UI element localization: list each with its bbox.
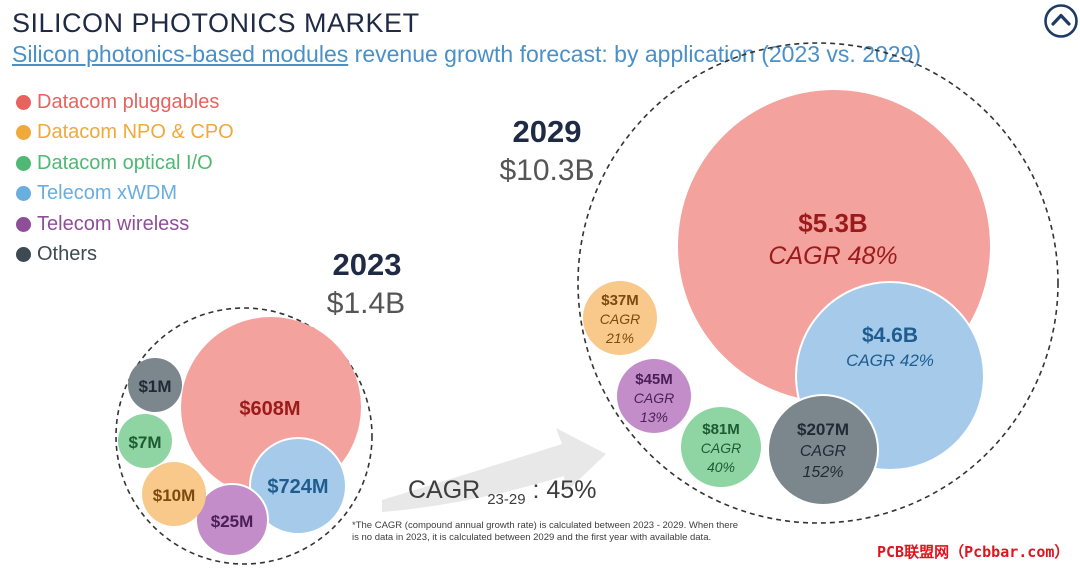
total-2029-label: $10.3B <box>499 154 594 187</box>
page-title: SILICON PHOTONICS MARKET <box>12 8 420 38</box>
legend-label: Telecom xWDM <box>37 182 178 205</box>
overall-cagr-label: CAGR 23-29 : 45% <box>408 476 596 508</box>
subtitle-highlight: Silicon photonics-based modules <box>12 41 349 67</box>
legend-swatch <box>16 155 31 171</box>
cagr-2029-others: CAGR <box>800 443 847 460</box>
legend-label: Datacom NPO & CPO <box>37 121 234 144</box>
cagr-2029-wireless-value: 13% <box>640 409 668 425</box>
value-2029-xwdm: $4.6B <box>862 324 918 347</box>
value-2023-optical-io: $7M <box>128 433 161 452</box>
watermark: PCB联盟网（Pcbbar.com） <box>877 543 1070 561</box>
value-2023-wireless: $25M <box>211 512 254 531</box>
overall-cagr-prefix: CAGR <box>408 476 487 504</box>
value-2029-wireless: $45M <box>635 371 673 388</box>
bubble-2029-others <box>767 394 879 506</box>
legend-label: Datacom optical I/O <box>37 151 213 174</box>
chevron-up-circle-icon[interactable] <box>1043 3 1079 39</box>
subtitle-rest: revenue growth forecast: by application … <box>348 41 922 67</box>
legend-swatch <box>16 186 31 202</box>
year-2023-label: 2023 <box>333 247 402 282</box>
chart-legend: Datacom pluggables Datacom NPO & CPO Dat… <box>16 87 234 270</box>
value-2023-pluggables: $608M <box>239 398 300 420</box>
value-2029-others: $207M <box>797 420 849 439</box>
year-2029-label: 2029 <box>513 114 582 149</box>
value-2023-xwdm: $724M <box>267 476 328 498</box>
cagr-2029-xwdm: CAGR 42% <box>846 351 934 370</box>
overall-cagr-sub: 23-29 <box>487 491 525 508</box>
value-2023-others: $1M <box>138 377 171 396</box>
cagr-2029-wireless: CAGR <box>634 390 674 406</box>
legend-item: Telecom wireless <box>16 209 234 240</box>
cagr-2029-others-value: 152% <box>803 464 844 481</box>
bubble-2023-others <box>128 358 182 412</box>
value-2029-optical-io: $81M <box>702 421 740 438</box>
page-subtitle: Silicon photonics-based modules revenue … <box>12 41 921 68</box>
legend-swatch <box>16 247 31 263</box>
cagr-2029-npo: CAGR <box>600 311 640 327</box>
total-2023-label: $1.4B <box>327 287 405 320</box>
value-2023-npo: $10M <box>153 486 196 505</box>
group-boundary-2023 <box>115 307 373 565</box>
legend-swatch <box>16 216 31 232</box>
bubble-2029-wireless <box>617 359 691 433</box>
legend-swatch <box>16 94 31 110</box>
bubble-2023-wireless <box>195 483 269 557</box>
legend-label: Others <box>37 243 98 266</box>
cagr-2029-optical-io: CAGR <box>701 440 741 456</box>
bubble-2023-xwdm <box>249 437 347 535</box>
legend-swatch <box>16 125 31 141</box>
value-2029-pluggables: $5.3B <box>798 208 867 238</box>
legend-item: Datacom pluggables <box>16 87 234 118</box>
legend-label: Datacom pluggables <box>37 90 220 113</box>
bubble-2023-optical-io <box>118 414 172 468</box>
legend-item: Others <box>16 240 234 271</box>
legend-item: Datacom optical I/O <box>16 148 234 179</box>
bubble-2029-npo <box>583 281 657 355</box>
overall-cagr-suffix: : 45% <box>526 476 597 504</box>
legend-item: Datacom NPO & CPO <box>16 118 234 149</box>
legend-item: Telecom xWDM <box>16 179 234 210</box>
cagr-2029-optical-io-value: 40% <box>707 459 735 475</box>
value-2029-npo: $37M <box>601 292 639 309</box>
footnote: *The CAGR (compound annual growth rate) … <box>352 520 739 543</box>
growth-arrow <box>382 428 606 512</box>
group-boundary-2029 <box>577 42 1059 524</box>
bubble-2029-optical-io <box>681 407 761 487</box>
cagr-2029-pluggables: CAGR 48% <box>768 242 897 270</box>
legend-label: Telecom wireless <box>37 212 190 235</box>
bubble-2023-npo <box>142 462 206 526</box>
cagr-2029-npo-value: 21% <box>605 330 634 346</box>
